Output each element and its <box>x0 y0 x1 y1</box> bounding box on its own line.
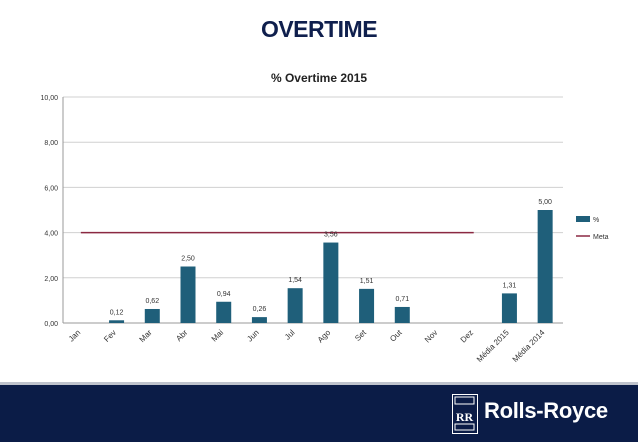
legend-label: % <box>593 217 599 224</box>
x-tick-label: Dez <box>459 328 475 344</box>
x-tick-label: Mar <box>138 328 154 344</box>
data-label: 0,62 <box>145 298 159 305</box>
y-tick-label: 10,00 <box>40 95 58 102</box>
data-label: 0,26 <box>253 306 267 313</box>
data-label: 1,31 <box>503 282 517 289</box>
bar <box>144 308 160 323</box>
bar <box>359 288 375 323</box>
x-tick-label: Out <box>388 328 404 344</box>
data-label: 3,56 <box>324 232 338 239</box>
bar <box>394 306 410 323</box>
x-tick-label: Jun <box>245 328 260 343</box>
overtime-chart: % Overtime 2015 0,00 2,00 4,00 6,00 8,00 10,0… <box>40 71 609 364</box>
x-tick-label: Ago <box>316 328 333 345</box>
legend-label: Meta <box>593 234 609 241</box>
y-tick-label: 0,00 <box>44 321 58 328</box>
x-tick-label: Média 2014 <box>511 328 547 364</box>
data-label: 2,50 <box>181 256 195 263</box>
page-title: OVERTIME <box>260 16 378 42</box>
data-label: 5,00 <box>538 199 552 206</box>
data-label: 1,51 <box>360 278 374 285</box>
x-tick-label: Nov <box>423 328 439 344</box>
data-label: 1,54 <box>288 277 302 284</box>
chart-title: % Overtime 2015 <box>271 71 367 85</box>
bar <box>537 210 553 323</box>
data-label: 0,94 <box>217 291 231 298</box>
brand-logo: Rolls-Royce <box>484 398 608 423</box>
x-tick-label: Abr <box>174 328 189 343</box>
y-tick-label: 2,00 <box>44 276 58 283</box>
footer-divider <box>0 382 638 385</box>
rolls-royce-badge-icon: RR <box>452 394 478 434</box>
x-tick-label: Jul <box>283 328 297 342</box>
bar <box>180 266 196 323</box>
bar <box>109 320 125 323</box>
bar <box>287 288 303 323</box>
x-tick-label: Fev <box>102 328 118 344</box>
bar <box>323 242 339 323</box>
x-tick-label: Média 2015 <box>475 328 511 364</box>
footer-bar <box>0 385 638 442</box>
x-tick-label: Mai <box>210 328 226 344</box>
data-label: 0,71 <box>395 296 409 303</box>
bar <box>501 293 517 323</box>
bar <box>216 301 232 323</box>
badge-monogram: RR <box>456 410 474 424</box>
data-label: 0,12 <box>110 309 124 316</box>
y-tick-label: 4,00 <box>44 231 58 238</box>
bar <box>251 317 267 323</box>
x-tick-label: Set <box>353 328 368 343</box>
y-tick-label: 8,00 <box>44 140 58 147</box>
x-tick-label: Jan <box>67 328 82 343</box>
legend-swatch-bar <box>576 216 590 222</box>
y-tick-label: 6,00 <box>44 185 58 192</box>
